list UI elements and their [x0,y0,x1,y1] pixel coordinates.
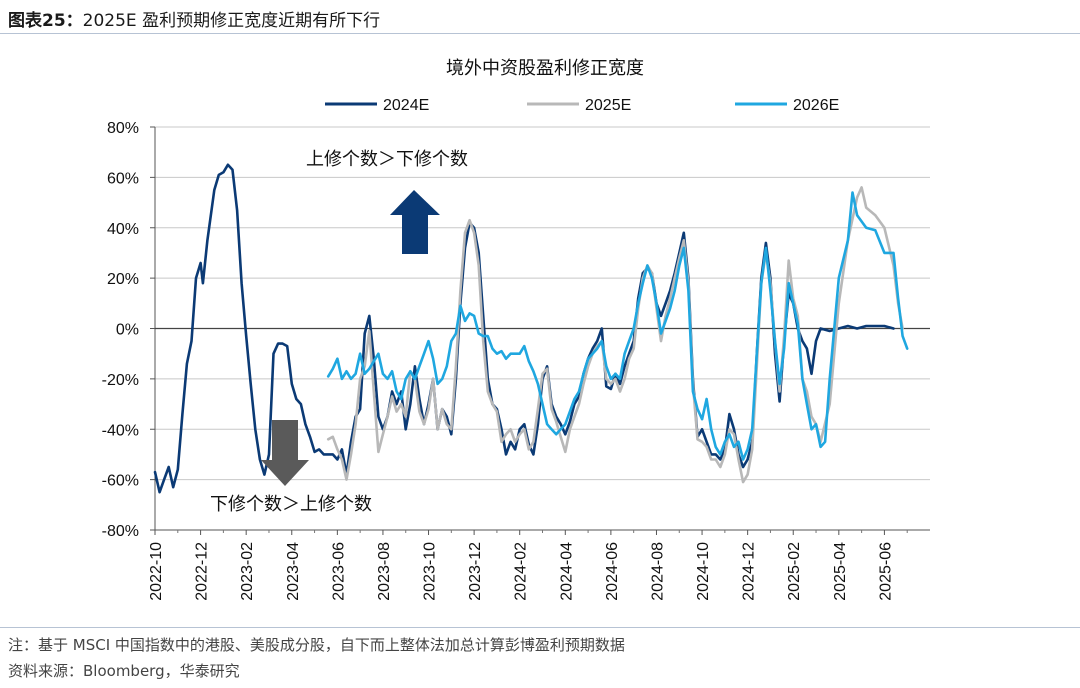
x-tick-label: 2023-04 [285,542,302,601]
x-tick-label: 2024-10 [695,542,712,601]
annotation-down-text: 下修个数＞上修个数 [210,494,372,515]
x-tick-label: 2023-06 [330,542,347,601]
chart-legend: 2024E 2025E 2026E [325,97,839,114]
y-axis: 80% 60% 40% 20% 0% -20% -40% -60% -80% [102,120,156,540]
series-lines [153,163,909,494]
x-tick-label: 2025-04 [832,542,849,601]
legend-label-2025E: 2025E [585,97,631,114]
legend-label-2024E: 2024E [383,97,429,114]
source-note: 资料来源：Bloomberg，华泰研究 [8,662,240,680]
x-tick-label: 2023-12 [467,542,484,601]
x-tick-label: 2023-10 [422,542,439,601]
figure-title: 2025E 盈利预期修正宽度近期有所下行 [82,11,381,31]
legend-label-2026E: 2026E [793,97,839,114]
figure-label: 图表25： [8,11,83,31]
y-tick-label: 0% [116,322,139,339]
x-tick-label: 2022-10 [148,542,165,601]
x-axis: 2022-10 2022-12 2023-02 2023-04 2023-06 2023-… [148,327,930,601]
y-tick-label: 80% [107,120,139,137]
y-tick-label: -20% [102,372,139,389]
footnote: 注：基于 MSCI 中国指数中的港股、美股成分股，自下而上整体法加总计算彭博盈利… [8,636,625,654]
x-tick-label: 2025-02 [786,542,803,601]
y-tick-label: 40% [107,221,139,238]
series-line-2026E [326,191,909,461]
x-tick-label: 2024-06 [604,542,621,601]
y-tick-label: 20% [107,271,139,288]
down-arrow-icon [261,420,309,486]
x-tick-label: 2022-12 [194,542,211,601]
x-tick-label: 2023-02 [239,542,256,601]
x-tick-label: 2024-02 [513,542,530,601]
x-tick-label: 2024-12 [741,542,758,601]
y-tick-label: -60% [102,473,139,490]
x-tick-label: 2024-08 [649,542,666,601]
up-arrow-icon [390,190,440,254]
figure-header: 图表25：2025E 盈利预期修正宽度近期有所下行 [8,6,380,31]
x-tick-label: 2025-06 [877,542,894,601]
header-divider [0,33,1080,34]
y-tick-label: -40% [102,422,139,439]
x-tick-label: 2023-08 [376,542,393,601]
annotation-up-text: 上修个数＞下修个数 [306,149,468,170]
chart: 境外中资股盈利修正宽度 2024E 2025E 2026E 80% 60% 40% 20%… [102,58,930,601]
y-tick-label: 60% [107,170,139,187]
series-line-2024E [153,163,895,494]
x-tick-label: 2024-04 [558,542,575,601]
footer-divider [0,627,1080,628]
y-tick-label: -80% [102,523,139,540]
chart-title: 境外中资股盈利修正宽度 [446,58,644,79]
